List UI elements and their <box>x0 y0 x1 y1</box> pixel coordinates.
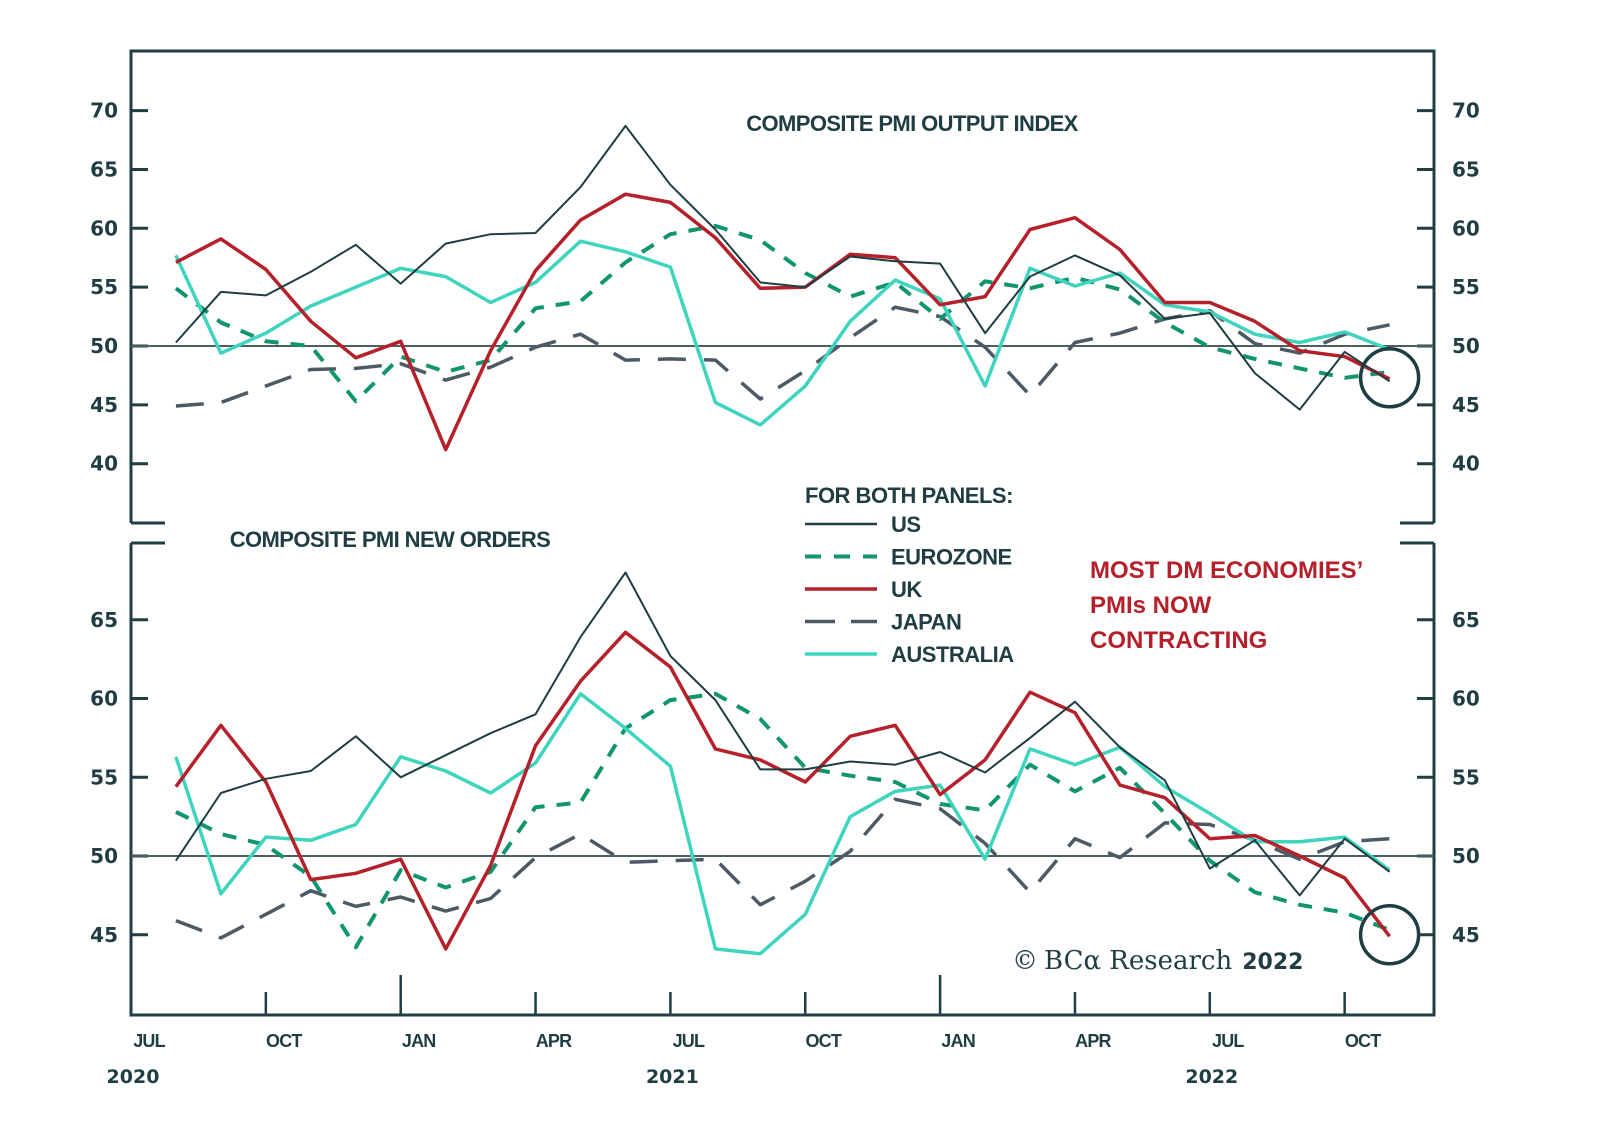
bottom-panel-frame <box>129 543 1436 1017</box>
x-tick-label: JUL <box>133 1031 165 1051</box>
top-ytick-label-right: 40 <box>1452 452 1480 476</box>
source-credit: © BCα Research 2022 <box>1012 946 1303 976</box>
credit-text: © BCα Research 2022 <box>1012 946 1303 976</box>
top-panel: 40 40 45 45 50 50 55 55 60 60 65 65 70 70 COMPOSITE P… <box>90 49 1480 525</box>
credit-year: 2022 <box>1242 950 1303 975</box>
top-ytick-label-right: 70 <box>1452 99 1480 123</box>
bottom-ytick-label-right: 60 <box>1452 687 1480 711</box>
legend-title: FOR BOTH PANELS: <box>805 483 1013 508</box>
legend-label-us: US <box>891 512 921 537</box>
bottom-ytick-label-left: 45 <box>90 923 118 947</box>
bottom-ytick-label-left: 55 <box>90 765 118 789</box>
top-highlight-circle <box>1358 347 1421 409</box>
x-tick-label: OCT <box>805 1031 841 1051</box>
x-tick-label: JAN <box>941 1031 975 1051</box>
top-ytick-label-left: 65 <box>90 157 118 181</box>
top-series-japan <box>175 305 1390 408</box>
legend-label-uk: UK <box>891 577 922 602</box>
x-tick-label: APR <box>536 1031 572 1051</box>
top-series-australia <box>174 239 1391 427</box>
annotation-line-1: MOST DM ECONOMIES’ <box>1090 557 1363 584</box>
x-tick-label: APR <box>1075 1031 1111 1051</box>
top-ytick-label-left: 40 <box>90 452 118 476</box>
top-series-group <box>174 124 1391 452</box>
annotation-line-2: PMIs NOW <box>1090 592 1212 619</box>
x-year-label: 2022 <box>1185 1066 1238 1088</box>
copyright-symbol: © <box>1012 946 1038 976</box>
top-panel-title: COMPOSITE PMI OUTPUT INDEX <box>746 111 1078 136</box>
top-series-uk <box>175 192 1391 452</box>
top-ytick-label-right: 45 <box>1452 393 1480 417</box>
top-ytick-label-right: 50 <box>1452 334 1480 358</box>
legend-items: US EUROZONE UK JAPAN AUSTRALIA <box>805 512 1015 667</box>
legend: FOR BOTH PANELS: US EUROZONE UK JAPAN AUSTRA… <box>805 483 1015 667</box>
x-tick-label: JAN <box>402 1031 436 1051</box>
bottom-series-us <box>175 571 1391 897</box>
bottom-series-eurozone <box>175 691 1391 950</box>
bottom-series-uk <box>174 630 1391 951</box>
x-tick-label: JUL <box>1212 1031 1244 1051</box>
legend-label-eurozone: EUROZONE <box>891 545 1012 570</box>
legend-label-japan: JAPAN <box>891 610 961 635</box>
top-ytick-label-left: 55 <box>90 275 118 299</box>
x-tick-label: OCT <box>266 1031 302 1051</box>
bottom-ytick-label-right: 55 <box>1452 765 1480 789</box>
top-ytick-label-right: 65 <box>1452 157 1480 181</box>
top-ytick-label-left: 50 <box>90 334 118 358</box>
bottom-ytick-label-right: 45 <box>1452 923 1480 947</box>
bottom-series-group <box>174 571 1391 956</box>
bottom-panel: 45 45 50 50 55 55 60 60 65 65 COMPOSITE PMI NEW O… <box>90 527 1480 1017</box>
x-tick-label: OCT <box>1345 1031 1381 1051</box>
bottom-ytick-label-right: 50 <box>1452 844 1480 868</box>
bottom-series-australia <box>174 692 1391 956</box>
bottom-highlight-circle <box>1358 904 1421 966</box>
bottom-y-axis: 45 45 50 50 55 55 60 60 65 65 <box>90 608 1480 947</box>
annotation: MOST DM ECONOMIES’ PMIs NOW CONTRACTING <box>1090 557 1363 654</box>
top-series-us <box>175 124 1391 411</box>
x-axis: JUL OCT JAN APR JUL OCT JAN APR JUL OCT 2020 2021 20… <box>107 975 1382 1088</box>
x-year-label: 2021 <box>646 1066 699 1088</box>
legend-label-australia: AUSTRALIA <box>891 642 1014 667</box>
bottom-ytick-label-left: 60 <box>90 687 118 711</box>
credit-brand: BCα Research <box>1044 946 1232 976</box>
x-tick-label: JUL <box>673 1031 705 1051</box>
x-year-label: 2020 <box>107 1066 160 1088</box>
bottom-panel-title: COMPOSITE PMI NEW ORDERS <box>230 527 551 552</box>
top-ytick-label-right: 55 <box>1452 275 1480 299</box>
top-ytick-label-left: 70 <box>90 99 118 123</box>
top-y-axis: 40 40 45 45 50 50 55 55 60 60 65 65 70 70 <box>90 99 1480 476</box>
annotation-line-3: CONTRACTING <box>1090 627 1267 654</box>
bottom-ytick-label-left: 65 <box>90 608 118 632</box>
top-ytick-label-left: 45 <box>90 393 118 417</box>
bottom-ytick-label-right: 65 <box>1452 608 1480 632</box>
top-ytick-label-right: 60 <box>1452 216 1480 240</box>
bottom-ytick-label-left: 50 <box>90 844 118 868</box>
top-ytick-label-left: 60 <box>90 216 118 240</box>
